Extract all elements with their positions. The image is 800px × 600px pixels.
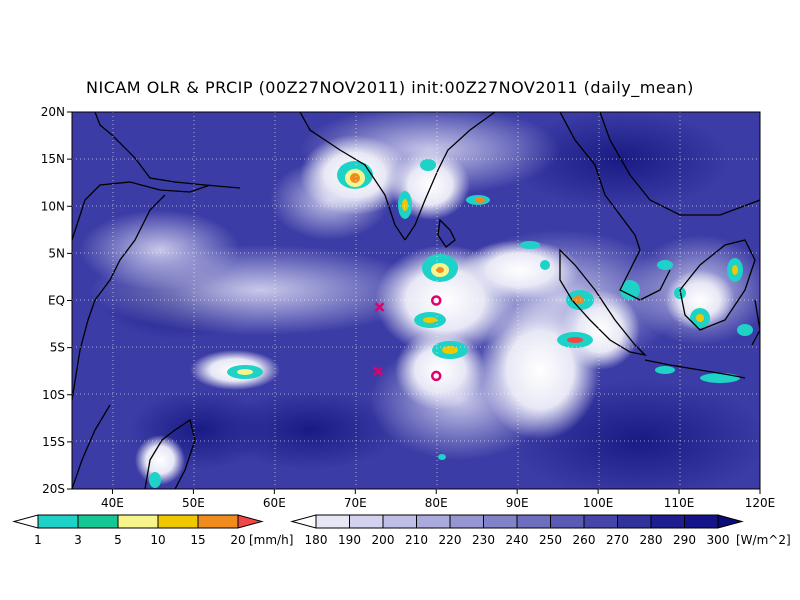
colorbar-label: 10	[150, 533, 165, 547]
lon-tick-label: 70E	[344, 496, 367, 510]
colorbar-label: 240	[506, 533, 529, 547]
colorbar-unit: [W/m^2]	[736, 533, 791, 547]
colorbar-label: 260	[573, 533, 596, 547]
colorbar-swatch	[77, 514, 119, 529]
precip-colorbar: 1 3 5 10 15 20 [mm/h]	[12, 514, 293, 547]
colorbar-swatch	[516, 514, 551, 529]
colorbar-label: 290	[673, 533, 696, 547]
lon-tick-label: 60E	[263, 496, 286, 510]
lat-tick-label: 20N	[41, 105, 65, 119]
storm-markers	[373, 295, 442, 382]
colorbar-label: 3	[74, 533, 82, 547]
colorbar-swatch	[684, 514, 719, 529]
storm-cross-marker	[374, 302, 385, 312]
colorbar-swatch	[550, 514, 585, 529]
map-gridlines	[72, 112, 760, 489]
colorbar-label: 270	[606, 533, 629, 547]
colorbar-label: 200	[372, 533, 395, 547]
lon-tick-label: 50E	[182, 496, 205, 510]
storm-circle-marker	[430, 370, 442, 382]
colorbar-min-arrow	[290, 514, 317, 529]
colorbar-label: 300	[707, 533, 730, 547]
colorbar-max-arrow	[237, 514, 264, 529]
colorbar-swatch	[117, 514, 159, 529]
colorbar-swatch	[483, 514, 518, 529]
colorbar-label: 220	[439, 533, 462, 547]
storm-cross-marker	[373, 366, 383, 377]
lat-tick-label: 15S	[42, 435, 65, 449]
lon-tick-label: 120E	[745, 496, 776, 510]
olr-field	[72, 112, 760, 489]
lat-tick-label: 5N	[48, 246, 65, 260]
colorbar-swatch	[449, 514, 484, 529]
colorbar-swatch	[37, 514, 79, 529]
colorbar-label: 1	[34, 533, 42, 547]
lat-tick-label: EQ	[48, 294, 65, 308]
colorbar-unit: [mm/h]	[249, 533, 293, 547]
colorbar-swatch	[197, 514, 239, 529]
lon-tick-label: 40E	[101, 496, 124, 510]
colorbar-label: 210	[405, 533, 428, 547]
map-title: NICAM OLR & PRCIP (00Z27NOV2011) init:00…	[86, 78, 694, 97]
colorbar-label: 250	[539, 533, 562, 547]
colorbar-swatch	[382, 514, 417, 529]
colorbar-label: 20	[230, 533, 245, 547]
colorbar-swatch	[416, 514, 451, 529]
colorbar-label: 5	[114, 533, 122, 547]
colorbar-label: 15	[190, 533, 205, 547]
colorbar-swatch	[650, 514, 685, 529]
colorbar-label: 230	[472, 533, 495, 547]
colorbar-max-arrow	[717, 514, 744, 529]
colorbar-label: 190	[338, 533, 361, 547]
colorbar-swatch	[617, 514, 652, 529]
lat-tick-label: 15N	[41, 152, 65, 166]
coastlines	[72, 112, 760, 489]
map-axes: 20N 15N 10N 5N EQ 5S 10S 15S 20S 40E 50E 60E 70E 80E 9…	[41, 105, 776, 510]
lon-tick-label: 90E	[506, 496, 529, 510]
colorbar-label: 280	[640, 533, 663, 547]
olr-colorbar: 180 190 200 210 220 230 240 250 260 270 280 290 300 […	[290, 514, 791, 547]
colorbar-min-arrow	[12, 514, 39, 529]
lat-tick-label: 20S	[42, 482, 65, 496]
colorbar-swatch	[349, 514, 384, 529]
precip-field	[149, 159, 753, 488]
lon-tick-label: 80E	[425, 496, 448, 510]
colorbar-swatch	[315, 514, 350, 529]
colorbar-label: 180	[305, 533, 328, 547]
lon-tick-label: 110E	[664, 496, 695, 510]
colorbar-swatch	[157, 514, 199, 529]
lat-tick-label: 5S	[50, 341, 65, 355]
colorbar-swatch	[583, 514, 618, 529]
lon-tick-label: 100E	[583, 496, 614, 510]
storm-circle-marker	[430, 295, 442, 306]
lat-tick-label: 10N	[41, 199, 65, 213]
lat-tick-label: 10S	[42, 388, 65, 402]
